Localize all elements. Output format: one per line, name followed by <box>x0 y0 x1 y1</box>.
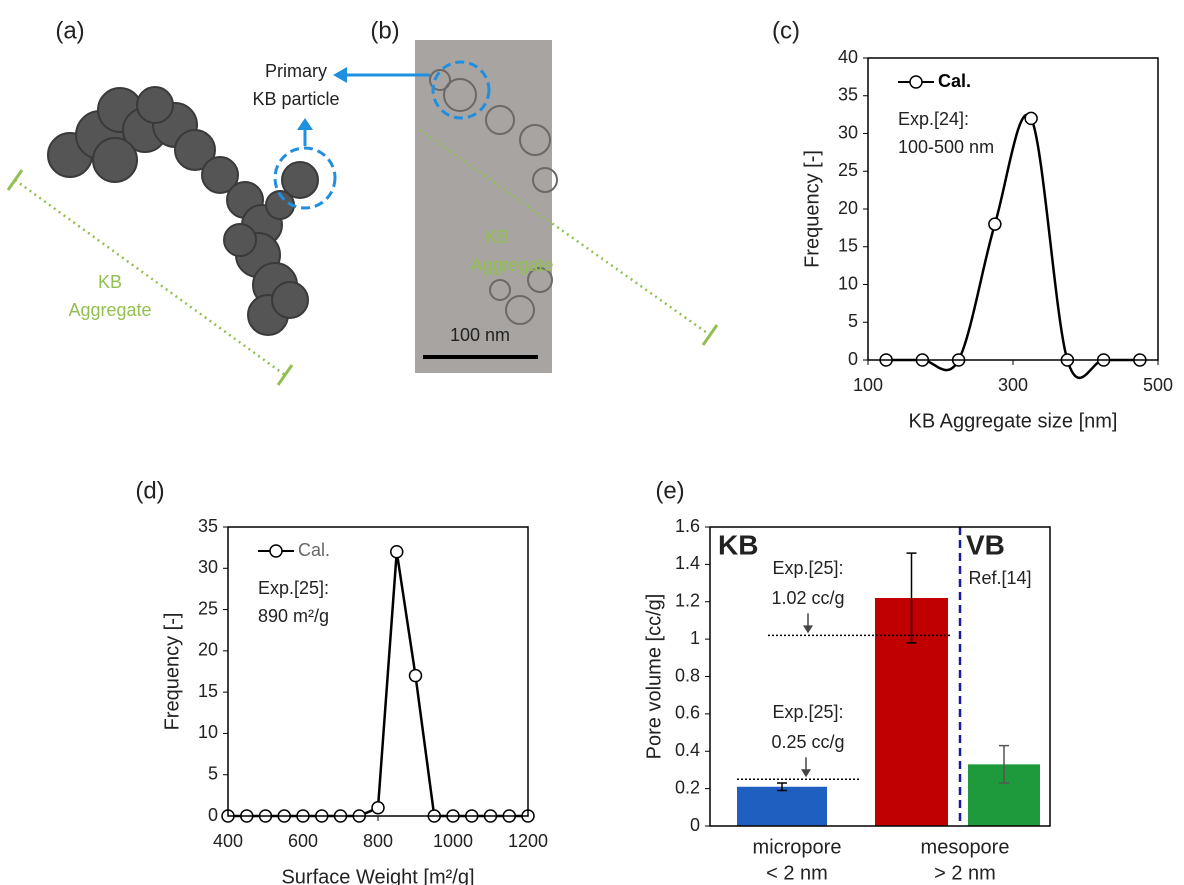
x-tick-label: mesopore <box>921 836 1010 858</box>
annotation: 100-500 nm <box>898 137 994 157</box>
data-point <box>391 546 403 558</box>
y-tick-label: 0.6 <box>675 703 700 723</box>
y-tick-label: 15 <box>838 236 858 256</box>
y-tick-label: 30 <box>198 557 218 577</box>
annotation: 1.02 cc/g <box>771 588 844 608</box>
y-tick-label: 0.2 <box>675 777 700 797</box>
x-tick-label: 1200 <box>508 831 548 851</box>
annotation: Exp.[25]: <box>258 578 329 598</box>
x-tick-label: > 2 nm <box>934 862 996 884</box>
bar <box>737 787 827 826</box>
annotation: 890 m²/g <box>258 606 329 626</box>
y-tick-label: 5 <box>848 311 858 331</box>
y-tick-label: 0 <box>848 349 858 369</box>
y-tick-label: 30 <box>838 122 858 142</box>
y-tick-label: 40 <box>838 47 858 67</box>
annotation: Exp.[25]: <box>772 702 843 722</box>
y-tick-label: 25 <box>838 160 858 180</box>
x-axis-label: KB Aggregate size [nm] <box>908 410 1117 432</box>
data-point <box>372 802 384 814</box>
x-tick-label: 800 <box>363 831 393 851</box>
aggregate-label: KB <box>485 227 509 247</box>
legend-label: Cal. <box>298 540 330 560</box>
x-tick-label: micropore <box>753 836 842 858</box>
y-axis-label: Frequency [-] <box>161 613 183 731</box>
legend-marker <box>910 76 922 88</box>
data-point <box>410 670 422 682</box>
panel-label: (d) <box>135 477 164 504</box>
y-tick-label: 5 <box>208 763 218 783</box>
y-tick-label: 20 <box>838 198 858 218</box>
y-tick-label: 10 <box>198 722 218 742</box>
y-tick-label: 0 <box>208 805 218 825</box>
y-tick-label: 35 <box>198 516 218 536</box>
y-axis-label: Pore volume [cc/g] <box>643 594 665 760</box>
aggregate-label: KB <box>98 272 122 292</box>
legend-label: Cal. <box>938 71 971 91</box>
particle-label: Primary <box>265 61 327 81</box>
y-tick-label: 1.2 <box>675 591 700 611</box>
y-tick-label: 35 <box>838 85 858 105</box>
arrow-head <box>333 67 347 83</box>
span-end <box>278 365 292 385</box>
arrow-head <box>803 625 813 633</box>
y-tick-label: 20 <box>198 640 218 660</box>
y-tick-label: 1.6 <box>675 516 700 536</box>
annotation: 0.25 cc/g <box>771 732 844 752</box>
legend-marker <box>270 545 282 557</box>
plot-frame <box>868 58 1158 360</box>
y-tick-label: 1 <box>690 628 700 648</box>
y-axis-label: Frequency [-] <box>801 150 823 268</box>
x-axis-label: Surface Weight [m²/g] <box>281 866 474 885</box>
arrow-head <box>297 118 313 130</box>
x-tick-label: 100 <box>853 375 883 395</box>
group-note: Ref.[14] <box>968 568 1031 588</box>
x-tick-label: 400 <box>213 831 243 851</box>
figure: (a) Primary KB particle KB Aggregate (b)… <box>0 0 1184 885</box>
panel-label: (b) <box>370 17 399 44</box>
annotation: Exp.[25]: <box>772 558 843 578</box>
y-tick-label: 1.4 <box>675 553 700 573</box>
data-point <box>1025 112 1037 124</box>
x-tick-label: 600 <box>288 831 318 851</box>
x-tick-label: 500 <box>1143 375 1173 395</box>
span-end <box>703 325 717 345</box>
arrow-head <box>801 769 811 777</box>
scale-bar-label: 100 nm <box>450 325 510 345</box>
aggregate-label: Aggregate <box>68 300 151 320</box>
span-end <box>8 170 22 190</box>
particle-label: KB particle <box>252 89 339 109</box>
y-tick-label: 0.8 <box>675 665 700 685</box>
group-label: VB <box>966 529 1005 560</box>
y-tick-label: 0.4 <box>675 740 700 760</box>
group-label: KB <box>718 529 758 560</box>
aggregate-label: Aggregate <box>470 255 553 275</box>
annotation: Exp.[24]: <box>898 109 969 129</box>
x-tick-label: 1000 <box>433 831 473 851</box>
panel-label: (c) <box>772 17 800 44</box>
y-tick-label: 15 <box>198 681 218 701</box>
y-tick-label: 25 <box>198 598 218 618</box>
y-tick-label: 0 <box>690 815 700 835</box>
plot-frame <box>228 527 528 816</box>
data-point <box>989 218 1001 230</box>
x-tick-label: 300 <box>998 375 1028 395</box>
y-tick-label: 10 <box>838 273 858 293</box>
x-tick-label: < 2 nm <box>766 862 828 884</box>
panel-label: (e) <box>655 477 684 504</box>
panel-label: (a) <box>55 17 84 44</box>
aggregate-model <box>48 87 318 335</box>
